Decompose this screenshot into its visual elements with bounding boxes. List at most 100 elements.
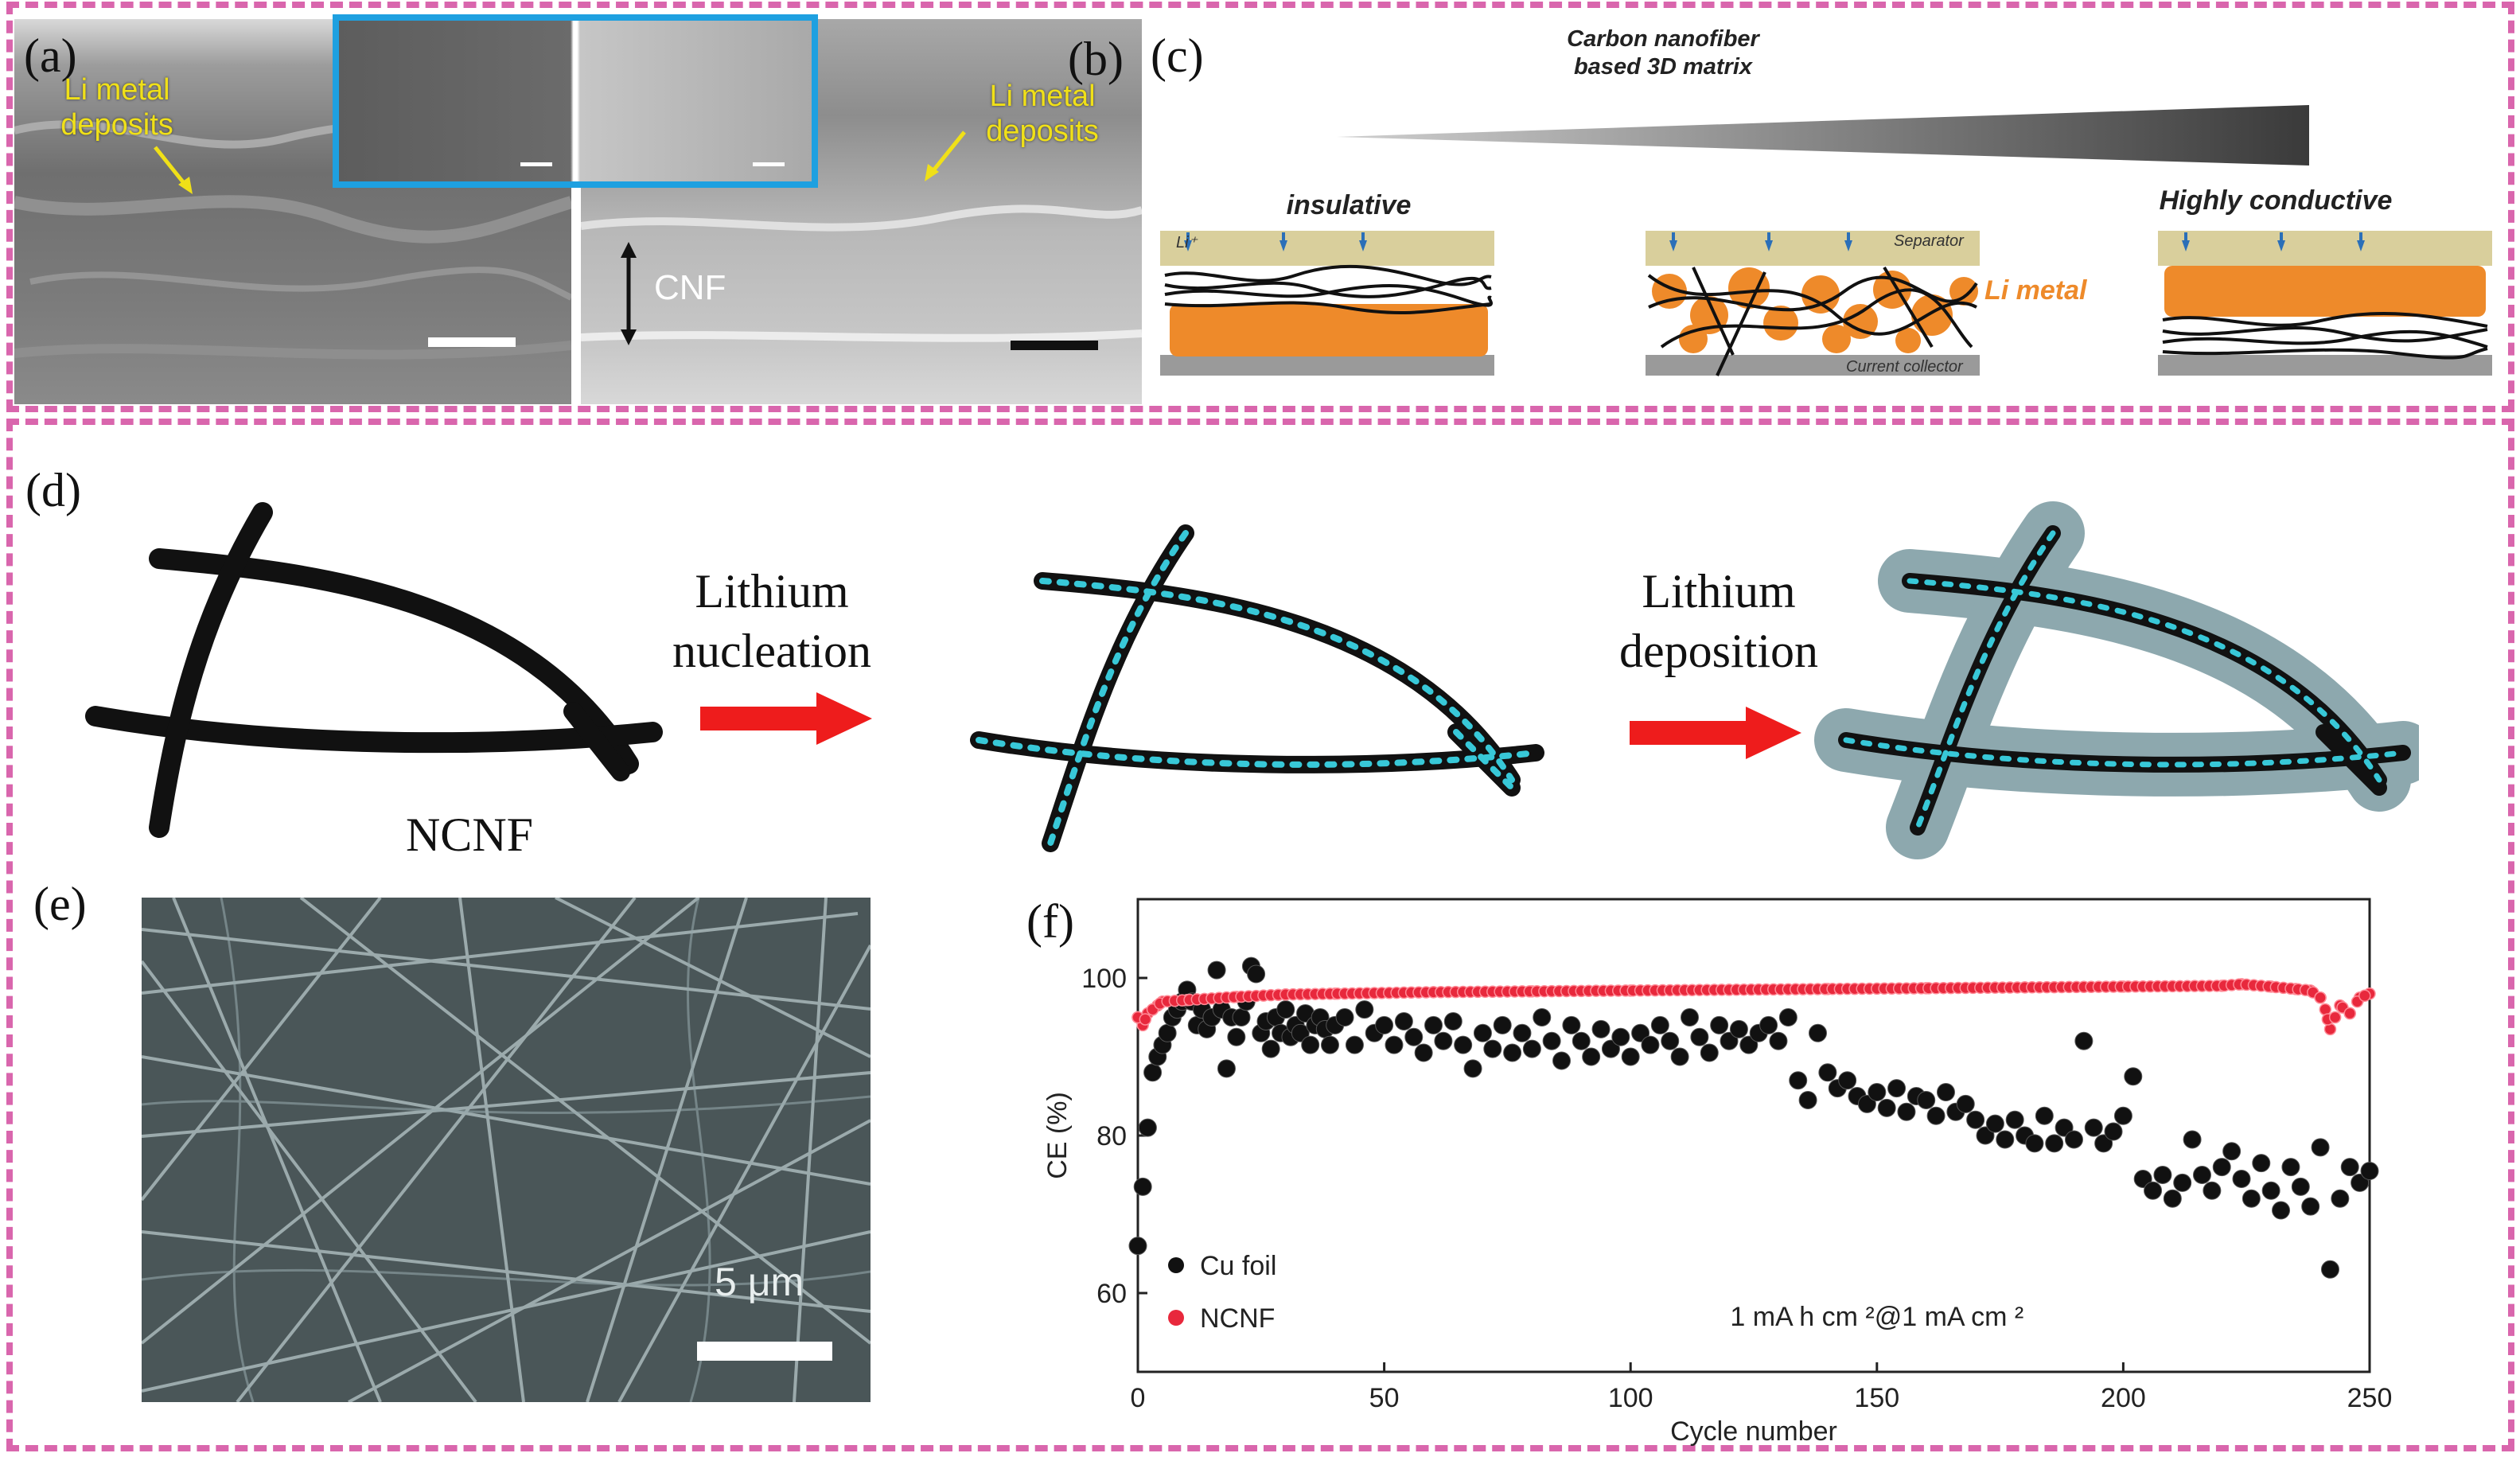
top-panel-frame	[6, 2, 2514, 412]
ncnf-label: NCNF	[405, 808, 534, 861]
cu-foil-point	[1818, 1063, 1837, 1082]
cu-foil-point	[2133, 1169, 2152, 1188]
inset-scale-bar-right	[753, 162, 785, 166]
cu-foil-point	[2064, 1130, 2083, 1149]
cu-foil-point	[2311, 1138, 2330, 1157]
x-tick-label: 200	[2101, 1383, 2146, 1413]
legend-label: Cu foil	[1200, 1251, 1276, 1281]
x-tick-label: 250	[2347, 1383, 2393, 1413]
scale-bar-e	[697, 1342, 832, 1361]
cu-foil-point	[1650, 1015, 1669, 1034]
cu-foil-point	[1143, 1063, 1163, 1082]
cu-foil-point	[1261, 1039, 1280, 1058]
cu-foil-point	[1789, 1071, 1808, 1090]
cu-foil-point	[1404, 1027, 1424, 1046]
bottom-panel-frame	[6, 419, 2514, 1451]
chart-annotation: 1 mA h cm ²@1 mA cm ²	[1730, 1302, 2023, 1332]
legend-label: NCNF	[1200, 1303, 1275, 1334]
cu-foil-point	[1562, 1015, 1581, 1034]
cu-foil-point	[2113, 1106, 2132, 1125]
cu-foil-point	[1868, 1083, 1887, 1102]
cu-foil-point	[1661, 1031, 1680, 1050]
cu-foil-point	[1424, 1015, 1443, 1034]
cu-foil-point	[1158, 1023, 1177, 1042]
cu-foil-point	[1641, 1035, 1660, 1054]
cu-foil-point	[2340, 1158, 2359, 1177]
cu-foil-point	[2183, 1130, 2202, 1149]
highly-conductive-caption: Highly conductive	[2159, 185, 2393, 216]
cu-foil-point	[1207, 960, 1226, 980]
cu-foil-point	[1897, 1102, 1916, 1121]
cu-foil-point	[1493, 1015, 1512, 1034]
cu-foil-point	[1591, 1019, 1611, 1038]
cu-foil-point	[1601, 1039, 1620, 1058]
separator-label: Separator	[1894, 232, 1964, 250]
cu-foil-point	[1838, 1071, 1857, 1090]
panel-label-a: (a)	[24, 29, 77, 82]
cu-foil-point	[1690, 1027, 1709, 1046]
cnf-label: CNF	[654, 268, 726, 307]
inset-scale-bar-left	[520, 162, 552, 166]
cu-foil-point	[1582, 1047, 1601, 1066]
cu-foil-point	[2153, 1166, 2172, 1184]
cu-foil-point	[1798, 1090, 1817, 1109]
schematic-highly-conductive	[2158, 231, 2492, 376]
lithium-deposition-label: Lithium deposition	[1619, 565, 1818, 677]
panel-label-f: (f)	[1026, 895, 1074, 948]
cu-foil-point	[1394, 1011, 1413, 1030]
cu-foil-point	[1710, 1015, 1729, 1034]
cu-foil-point	[2291, 1177, 2310, 1196]
cu-foil-point	[1985, 1114, 2004, 1133]
cu-foil-point	[1739, 1035, 1759, 1054]
cu-foil-point	[1542, 1031, 1561, 1050]
cu-foil-point	[1552, 1051, 1572, 1070]
y-tick-label: 100	[1081, 964, 1127, 994]
cu-foil-point	[2222, 1142, 2242, 1161]
cu-foil-point	[1434, 1031, 1453, 1050]
cu-foil-point	[2005, 1110, 2024, 1129]
cu-foil-point	[2124, 1067, 2143, 1086]
cu-foil-point	[1621, 1047, 1640, 1066]
cu-foil-point	[1877, 1098, 1896, 1117]
deposited-fiber-network	[1814, 501, 2419, 859]
schematic-intermediate	[1646, 231, 1980, 376]
cu-foil-point	[2192, 1166, 2211, 1184]
ncnf-point	[2314, 991, 2327, 1004]
li-metal-deposits-label-b: Li metal deposits	[986, 80, 1099, 148]
cu-foil-point	[2025, 1134, 2044, 1153]
cu-foil-point	[1670, 1047, 1689, 1066]
cu-foil-point	[2261, 1181, 2280, 1200]
x-axis-label: Cycle number	[1670, 1416, 1837, 1447]
cu-foil-point	[2281, 1158, 2300, 1177]
bare-fiber-network	[85, 502, 663, 838]
cu-foil-point	[2351, 1173, 2370, 1192]
conductivity-gradient-wedge	[1337, 105, 2309, 166]
panel-label-b: (b)	[1068, 33, 1124, 85]
cu-foil-point	[1320, 1035, 1339, 1054]
cu-foil-point	[1345, 1035, 1364, 1054]
cu-foil-point	[2360, 1162, 2379, 1181]
cu-foil-point	[1454, 1035, 1473, 1054]
legend-marker	[1168, 1257, 1184, 1273]
li-metal-label: Li metal	[1984, 275, 2087, 306]
cu-foil-point	[2331, 1189, 2350, 1208]
cu-foil-point	[1700, 1043, 1719, 1062]
x-tick-label: 50	[1369, 1383, 1400, 1413]
x-tick-label: 0	[1131, 1383, 1146, 1413]
lithium-nucleation-label: Lithium nucleation	[672, 565, 871, 677]
cu-foil-point	[2320, 1260, 2339, 1279]
cu-foil-point	[1463, 1059, 1482, 1078]
ncnf-point	[1139, 1013, 1152, 1026]
nucleated-fiber-network	[970, 524, 1544, 852]
cu-foil-point	[1729, 1019, 1748, 1038]
cu-foil-point	[2212, 1158, 2231, 1177]
cu-foil-point	[1778, 1008, 1797, 1027]
cu-foil-point	[1133, 1177, 1152, 1196]
cu-foil-point	[1759, 1015, 1778, 1034]
cu-foil-point	[1533, 1008, 1552, 1027]
ncnf-point	[2343, 1007, 2356, 1020]
scale-bar-a	[428, 337, 516, 347]
cu-foil-point	[1917, 1090, 1936, 1109]
cu-foil-point	[2163, 1189, 2182, 1208]
deposition-arrow	[1630, 707, 1801, 759]
